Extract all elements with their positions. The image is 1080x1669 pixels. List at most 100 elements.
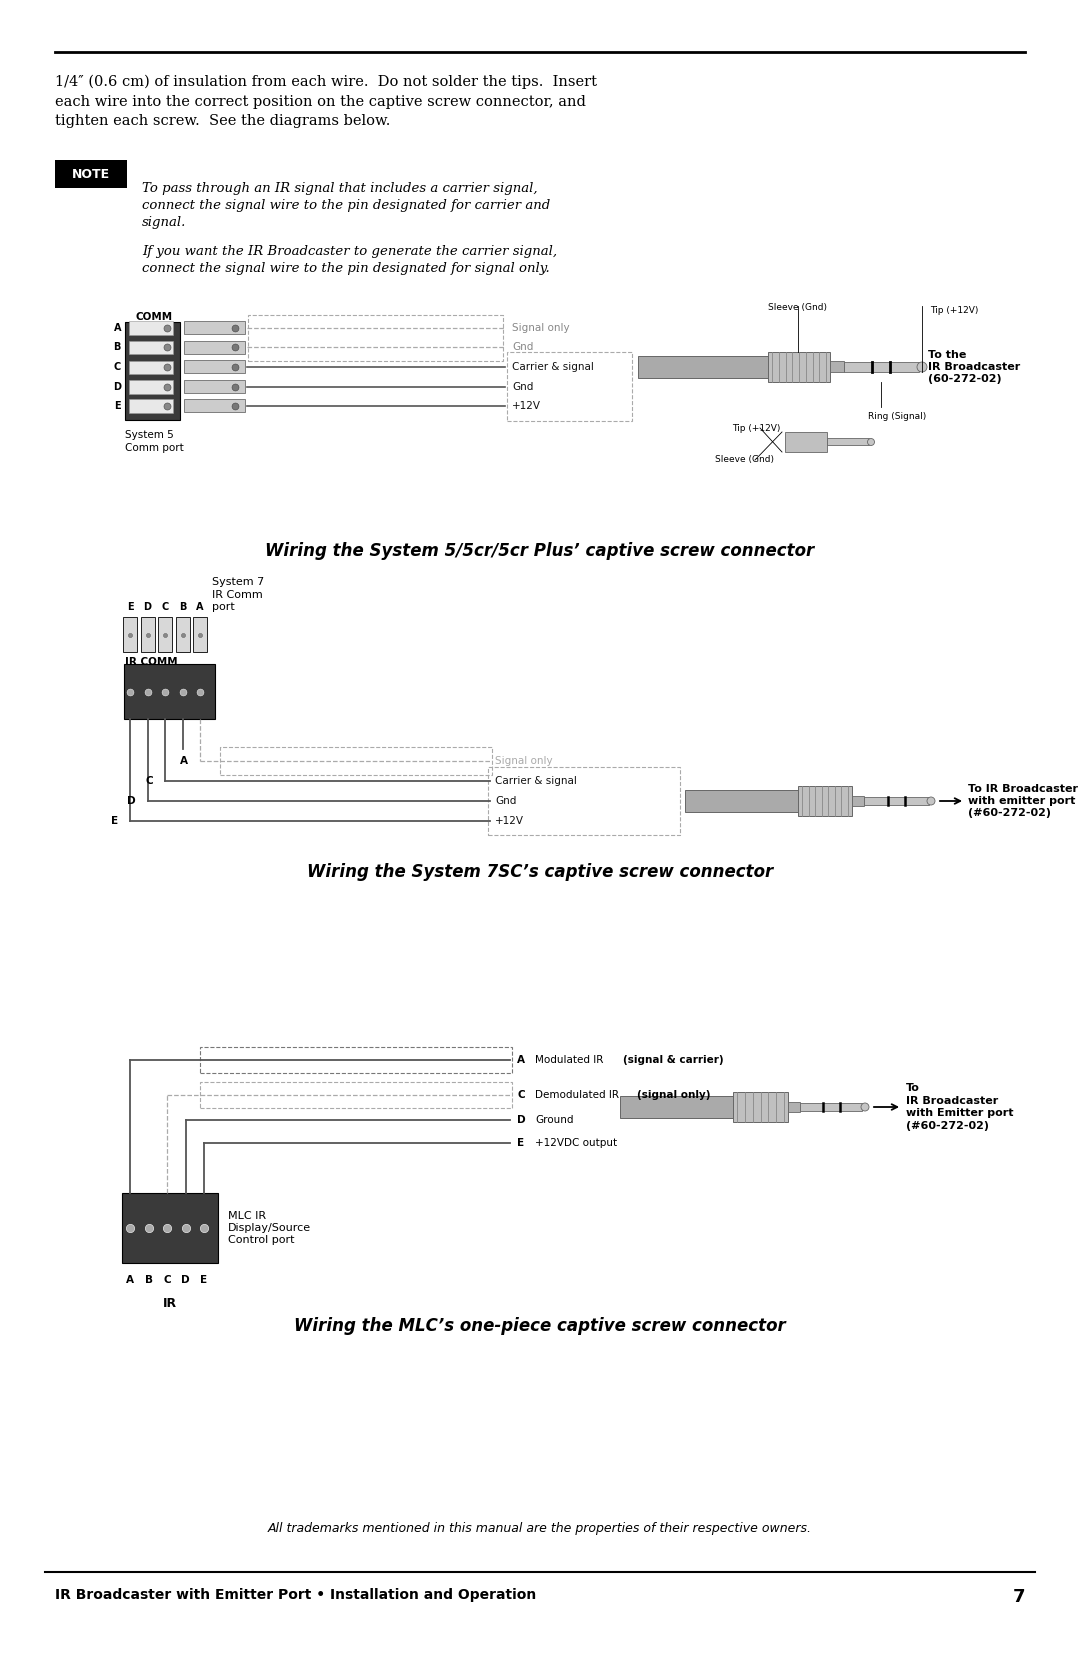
Bar xyxy=(200,1082,512,1108)
Text: 1/4″ (0.6 cm) of insulation from each wire.  Do not solder the tips.  Insert
eac: 1/4″ (0.6 cm) of insulation from each wi… xyxy=(55,75,597,129)
Bar xyxy=(129,340,173,354)
Text: A: A xyxy=(113,324,121,334)
Bar xyxy=(124,664,215,719)
Text: COMM: COMM xyxy=(135,312,172,322)
Text: C: C xyxy=(113,362,121,372)
Text: Carrier & signal: Carrier & signal xyxy=(495,776,577,786)
Bar xyxy=(852,796,864,806)
Text: E: E xyxy=(111,816,118,826)
Text: NOTE: NOTE xyxy=(72,167,110,180)
Circle shape xyxy=(917,362,927,372)
Text: D: D xyxy=(181,1275,190,1285)
Text: C: C xyxy=(146,776,153,786)
Text: Wiring the System 7SC’s captive screw connector: Wiring the System 7SC’s captive screw co… xyxy=(307,863,773,881)
Text: Demodulated IR: Demodulated IR xyxy=(535,1090,622,1100)
Text: Gnd: Gnd xyxy=(512,382,534,392)
Text: C: C xyxy=(163,1275,171,1285)
Text: If you want the IR Broadcaster to generate the carrier signal,
connect the signa: If you want the IR Broadcaster to genera… xyxy=(141,245,557,275)
Text: B: B xyxy=(113,342,121,352)
Bar xyxy=(158,618,172,653)
Bar xyxy=(864,798,929,804)
Text: Tip (+12V): Tip (+12V) xyxy=(930,305,978,315)
Bar xyxy=(55,160,127,189)
Bar xyxy=(129,399,173,412)
Bar xyxy=(184,340,245,354)
Text: To pass through an IR signal that includes a carrier signal,
connect the signal : To pass through an IR signal that includ… xyxy=(141,182,550,229)
Bar xyxy=(129,381,173,394)
Text: E: E xyxy=(114,401,121,411)
Text: Sleeve (Gnd): Sleeve (Gnd) xyxy=(715,456,774,464)
Text: B: B xyxy=(145,1275,152,1285)
Text: D: D xyxy=(113,382,121,392)
Text: C: C xyxy=(517,1090,525,1100)
Bar xyxy=(800,1103,862,1112)
Text: +12V: +12V xyxy=(495,816,524,826)
Text: A: A xyxy=(126,1275,134,1285)
Text: 7: 7 xyxy=(1013,1587,1025,1606)
Text: Tip (+12V): Tip (+12V) xyxy=(732,424,781,432)
Text: Signal only: Signal only xyxy=(512,324,569,334)
Text: System 7
IR Comm
port: System 7 IR Comm port xyxy=(212,577,265,613)
Text: E: E xyxy=(517,1138,524,1148)
Bar xyxy=(831,362,843,372)
Bar xyxy=(843,362,919,372)
Text: Gnd: Gnd xyxy=(512,342,534,352)
Bar xyxy=(220,748,492,774)
Text: To the
IR Broadcaster
(60-272-02): To the IR Broadcaster (60-272-02) xyxy=(928,349,1021,384)
Text: IR: IR xyxy=(163,1297,177,1310)
Bar xyxy=(125,322,180,421)
Circle shape xyxy=(927,798,935,804)
Text: Wiring the System 5/5cr/5cr Plus’ captive screw connector: Wiring the System 5/5cr/5cr Plus’ captiv… xyxy=(266,542,814,561)
Text: +12VDC output: +12VDC output xyxy=(535,1138,617,1148)
Text: All trademarks mentioned in this manual are the properties of their respective o: All trademarks mentioned in this manual … xyxy=(268,1522,812,1535)
Bar xyxy=(638,357,770,377)
Circle shape xyxy=(867,439,875,446)
Bar xyxy=(248,315,503,361)
Text: (signal & carrier): (signal & carrier) xyxy=(623,1055,724,1065)
Bar xyxy=(129,322,173,335)
Text: Ring (Signal): Ring (Signal) xyxy=(868,412,927,421)
Text: To
IR Broadcaster
with Emitter port
(#60-272-02): To IR Broadcaster with Emitter port (#60… xyxy=(906,1083,1013,1130)
Bar xyxy=(200,1046,512,1073)
Bar xyxy=(827,439,869,446)
Text: To IR Broadcaster
with emitter port
(#60-272-02): To IR Broadcaster with emitter port (#60… xyxy=(968,784,1078,818)
Text: E: E xyxy=(201,1275,207,1285)
Text: IR COMM: IR COMM xyxy=(125,658,177,668)
Text: Modulated IR: Modulated IR xyxy=(535,1055,607,1065)
Bar xyxy=(768,352,831,382)
Text: E: E xyxy=(126,603,133,613)
Bar xyxy=(507,352,632,421)
Text: Signal only: Signal only xyxy=(495,756,553,766)
Bar xyxy=(184,322,245,334)
Bar xyxy=(123,618,137,653)
Text: IR Broadcaster with Emitter Port • Installation and Operation: IR Broadcaster with Emitter Port • Insta… xyxy=(55,1587,537,1602)
Bar xyxy=(620,1097,735,1118)
Text: D: D xyxy=(126,796,135,806)
Text: (signal only): (signal only) xyxy=(637,1090,711,1100)
Text: A: A xyxy=(197,603,204,613)
Bar xyxy=(184,399,245,412)
Bar xyxy=(798,786,852,816)
Text: D: D xyxy=(517,1115,526,1125)
Bar xyxy=(488,768,680,834)
Bar xyxy=(193,618,207,653)
Bar xyxy=(733,1092,788,1122)
Text: System 5
Comm port: System 5 Comm port xyxy=(125,431,184,452)
Bar xyxy=(788,1102,800,1112)
Bar xyxy=(129,361,173,374)
Bar xyxy=(122,1193,218,1263)
Text: MLC IR
Display/Source
Control port: MLC IR Display/Source Control port xyxy=(228,1210,311,1245)
Text: B: B xyxy=(179,603,186,613)
Bar xyxy=(175,618,189,653)
Text: A: A xyxy=(180,756,188,766)
Bar xyxy=(140,618,154,653)
Bar xyxy=(685,789,800,813)
Text: D: D xyxy=(144,603,151,613)
Text: Ground: Ground xyxy=(535,1115,573,1125)
Text: Gnd: Gnd xyxy=(495,796,516,806)
Text: C: C xyxy=(161,603,168,613)
Bar xyxy=(184,381,245,392)
Text: Sleeve (Gnd): Sleeve (Gnd) xyxy=(769,304,827,312)
Bar xyxy=(184,361,245,374)
Text: Carrier & signal: Carrier & signal xyxy=(512,362,594,372)
